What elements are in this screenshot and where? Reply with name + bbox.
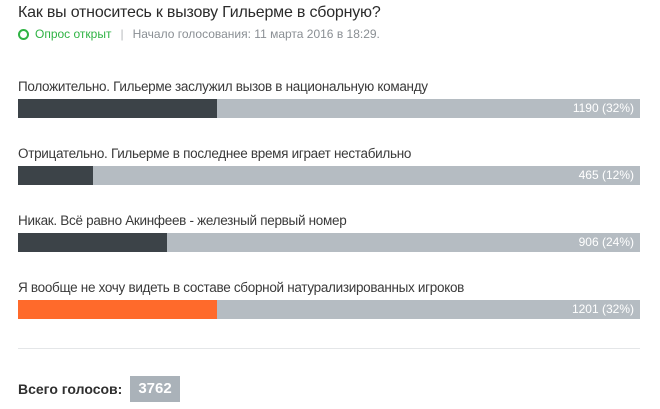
meta-divider: | (120, 27, 124, 41)
divider (18, 348, 640, 349)
total-votes-label: Всего голосов: (18, 381, 123, 397)
option-bar-fill (18, 233, 168, 252)
poll-option[interactable]: Я вообще не хочу видеть в составе сборно… (18, 280, 640, 347)
poll-option[interactable]: Положительно. Гильерме заслужил вызов в … (18, 79, 640, 146)
poll-start-info: Начало голосования: 11 марта 2016 в 18:2… (132, 27, 380, 41)
option-votes: 465 (12%) (578, 168, 634, 182)
option-bar-fill (18, 166, 93, 185)
option-label: Никак. Всё равно Акинфеев - железный пер… (18, 213, 347, 228)
poll-option[interactable]: Никак. Всё равно Акинфеев - железный пер… (18, 213, 640, 280)
option-label: Положительно. Гильерме заслужил вызов в … (18, 79, 428, 94)
option-bar: 465 (12%) (18, 166, 640, 185)
option-votes: 906 (24%) (578, 235, 634, 249)
total-votes-count: 3762 (130, 376, 180, 402)
poll-options: Положительно. Гильерме заслужил вызов в … (18, 79, 640, 347)
option-bar: 1190 (32%) (18, 99, 640, 118)
status-dot-icon (18, 28, 29, 40)
option-bar-fill (18, 300, 218, 319)
poll-question: Как вы относитесь к вызову Гильерме в сб… (18, 4, 381, 21)
option-bar-fill (18, 99, 218, 118)
total-votes: Всего голосов: 3762 (18, 376, 180, 402)
option-votes: 1201 (32%) (571, 302, 634, 316)
poll-option[interactable]: Отрицательно. Гильерме в последнее время… (18, 146, 640, 213)
option-bar: 1201 (32%) (18, 300, 640, 319)
option-votes: 1190 (32%) (572, 101, 634, 115)
poll-status: Опрос открыт (35, 27, 112, 41)
option-bar: 906 (24%) (18, 233, 640, 252)
poll-meta: Опрос открыт | Начало голосования: 11 ма… (18, 27, 380, 41)
option-label: Отрицательно. Гильерме в последнее время… (18, 146, 412, 161)
option-label: Я вообще не хочу видеть в составе сборно… (18, 280, 465, 295)
